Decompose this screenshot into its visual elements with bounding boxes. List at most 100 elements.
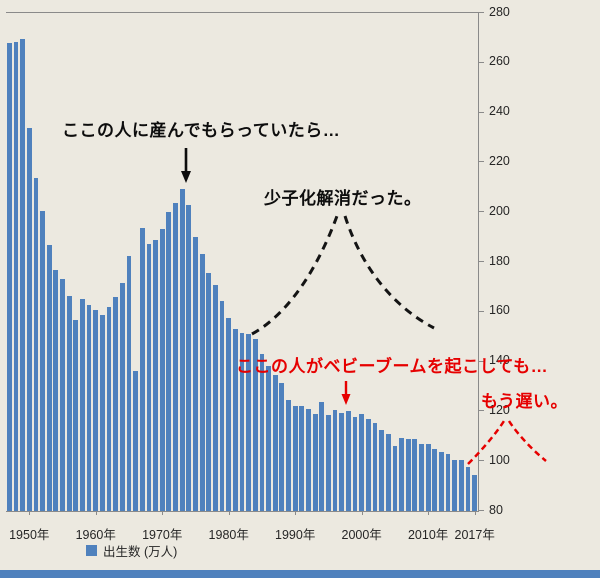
bar-1964 [119, 282, 125, 511]
legend: 出生数 (万人) [86, 541, 177, 560]
y-tick-mark [479, 211, 484, 213]
bottom-strip [0, 570, 600, 578]
bar-1988 [279, 383, 285, 511]
x-tick-mark [295, 511, 297, 515]
bar-1951 [33, 177, 39, 511]
x-tick-mark [428, 511, 430, 515]
y-axis-label: 280 [489, 4, 510, 19]
y-tick-mark [479, 12, 484, 13]
y-axis-label: 100 [489, 452, 510, 467]
bar-1974 [186, 204, 192, 511]
bar-1958 [80, 298, 85, 511]
bar-1975 [193, 236, 198, 511]
bar-1955 [60, 279, 65, 511]
y-tick-mark [479, 510, 484, 511]
bar-1978 [213, 284, 218, 511]
y-axis-label: 240 [489, 104, 510, 119]
bar-1983 [246, 334, 252, 511]
bar-1948 [13, 42, 19, 511]
bar-2003 [379, 430, 384, 511]
bar-2014 [452, 460, 458, 511]
bar-1968 [146, 244, 152, 511]
bar-1980 [226, 317, 232, 511]
bar-1949 [20, 38, 25, 511]
y-axis-label: 200 [489, 203, 510, 218]
bar-1967 [139, 228, 145, 511]
bar-1999 [352, 416, 358, 511]
bar-1959 [86, 305, 92, 511]
x-tick-mark [29, 511, 31, 515]
x-axis-label: 1970年 [142, 528, 183, 542]
annotation-too-late: もう遅い。 [481, 392, 568, 411]
bar-2017 [472, 474, 478, 511]
y-axis-label: 120 [489, 402, 510, 417]
x-tick-mark [361, 511, 363, 515]
bar-1954 [53, 269, 59, 511]
bar-2001 [365, 418, 371, 511]
y-tick-mark [479, 161, 484, 163]
bar-1992 [306, 409, 311, 511]
bar-1969 [153, 239, 158, 511]
bar-1970 [159, 228, 165, 511]
y-tick-mark [479, 111, 484, 113]
y-tick-mark [479, 261, 484, 262]
bar-1986 [266, 365, 271, 511]
bar-2011 [432, 448, 438, 511]
y-tick-mark [479, 310, 484, 312]
y-axis-label: 260 [489, 54, 510, 69]
bar-2010 [425, 443, 431, 511]
bar-2012 [439, 452, 444, 511]
bar-1976 [199, 253, 205, 511]
bar-1950 [26, 128, 32, 511]
bar-1995 [326, 414, 331, 511]
bar-2000 [359, 413, 365, 511]
bar-2008 [412, 438, 418, 511]
bar-1985 [259, 353, 265, 511]
annotation-even-if-baby-boom: ここの人がベビーブームを起こしても… [236, 357, 549, 376]
annotation-if-they-had-children: ここの人に産んでもらっていたら… [62, 121, 341, 140]
x-tick-mark [474, 511, 476, 515]
y-axis-label: 140 [489, 353, 510, 368]
x-tick-mark [162, 511, 164, 515]
bar-1991 [299, 405, 305, 511]
bar-2007 [405, 438, 411, 511]
y-tick-mark [479, 410, 484, 412]
x-axis-label: 2010年 [407, 528, 449, 542]
bar-1966 [133, 371, 139, 511]
y-tick-mark [479, 61, 484, 63]
bar-2005 [392, 445, 398, 511]
bar-1977 [206, 273, 212, 511]
bar-1965 [126, 256, 132, 511]
bar-1987 [272, 374, 278, 511]
bar-1989 [286, 399, 291, 511]
bar-1960 [93, 310, 99, 511]
legend-swatch [86, 545, 97, 556]
legend-label: 出生数 (万人) [103, 545, 178, 559]
bar-1947 [6, 43, 12, 511]
bar-1994 [319, 401, 325, 511]
bar-2006 [399, 438, 404, 511]
x-axis-label: 1990年 [275, 528, 316, 542]
bar-1972 [173, 202, 178, 511]
bar-2015 [458, 459, 464, 511]
x-tick-mark [228, 511, 230, 515]
bar-1957 [73, 320, 79, 511]
x-axis-label: 2017年 [454, 528, 495, 542]
bar-1998 [345, 410, 351, 511]
plot-area [6, 12, 479, 512]
y-tick-mark [479, 460, 484, 462]
y-axis-label: 160 [489, 303, 510, 318]
bar-2016 [465, 466, 471, 511]
x-axis-label: 1950年 [9, 528, 50, 542]
bar-1979 [219, 301, 225, 511]
x-axis-label: 1980年 [208, 528, 249, 542]
bar-1973 [179, 189, 185, 511]
y-axis-label: 180 [489, 253, 510, 268]
bar-1984 [252, 339, 258, 511]
bar-2013 [445, 453, 451, 511]
bar-2004 [385, 433, 391, 511]
bar-1981 [232, 329, 238, 511]
annotation-decline-solved: 少子化解消だった。 [264, 189, 422, 208]
y-axis-label: 80 [489, 502, 503, 517]
